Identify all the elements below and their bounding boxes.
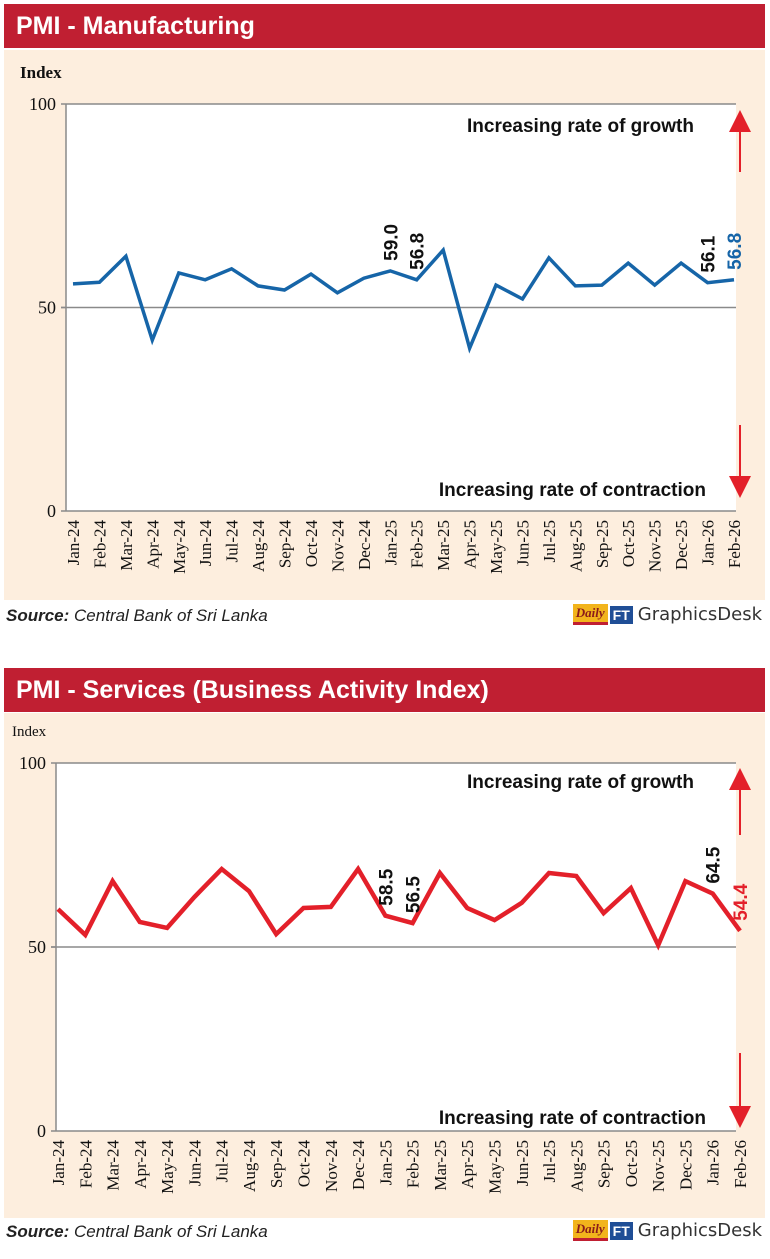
- x-tick-label: Jun-25: [513, 1140, 532, 1186]
- x-tick-label: Jul-24: [223, 520, 242, 563]
- source-label: Source:: [6, 1222, 70, 1241]
- series-line: [72, 246, 735, 354]
- x-tick-label: Jan-25: [376, 1140, 395, 1185]
- x-tick-label: Dec-25: [676, 1140, 695, 1190]
- x-tick-label: Jan-25: [381, 520, 400, 565]
- x-tick-label: Oct-25: [619, 520, 638, 567]
- x-tick-label: Nov-25: [649, 1140, 668, 1192]
- x-tick-label: May-25: [487, 520, 506, 574]
- x-tick-label: Aug-25: [567, 1140, 586, 1192]
- x-tick-label: Jul-25: [540, 1140, 559, 1183]
- x-tick-label: Jul-24: [213, 1140, 232, 1183]
- x-tick-label: Jan-26: [704, 1140, 723, 1185]
- x-tick-label: Sep-24: [276, 520, 295, 569]
- source-note-1: Source: Central Bank of Sri Lanka: [6, 606, 268, 626]
- y-axis-label: Index: [12, 724, 47, 740]
- y-tick-label: 100: [29, 94, 56, 114]
- x-tick-label: Jun-24: [196, 520, 215, 567]
- graphicsdesk-logo: Daily FT GraphicsDesk: [572, 1220, 762, 1241]
- arrow-down-icon: [729, 1106, 751, 1128]
- data-label: 59.0: [381, 224, 402, 261]
- x-tick-label: Apr-24: [131, 1140, 150, 1189]
- x-tick-label: Sep-25: [595, 1140, 614, 1188]
- data-label: 64.5: [704, 846, 725, 883]
- y-tick-label: 50: [28, 937, 46, 957]
- x-tick-label: Feb-24: [76, 1140, 95, 1189]
- y-tick-label: 100: [19, 753, 46, 773]
- x-tick-label: Jan-24: [49, 1140, 68, 1186]
- annotation-contraction: Increasing rate of contraction: [439, 1108, 706, 1129]
- x-tick-label: Apr-25: [461, 520, 480, 569]
- x-tick-label: Mar-24: [104, 1140, 123, 1191]
- source-text: Central Bank of Sri Lanka: [74, 606, 268, 625]
- x-tick-label: Nov-24: [322, 1140, 341, 1192]
- x-tick-label: Aug-24: [249, 520, 268, 572]
- data-label: 56.1: [699, 235, 720, 272]
- x-tick-label: Oct-24: [302, 520, 321, 568]
- x-tick-label: Apr-25: [458, 1140, 477, 1189]
- data-label: 56.5: [404, 876, 425, 913]
- annotation-contraction: Increasing rate of contraction: [439, 480, 706, 501]
- logo-daily: Daily: [572, 604, 608, 625]
- x-tick-label: Mar-25: [431, 1140, 450, 1191]
- annotation-growth: Increasing rate of growth: [467, 116, 694, 137]
- graphicsdesk-logo: Daily FT GraphicsDesk: [572, 604, 762, 625]
- logo-ft: FT: [609, 605, 633, 624]
- logo-text: GraphicsDesk: [637, 604, 762, 625]
- source-label: Source:: [6, 606, 70, 625]
- x-tick-label: Feb-26: [725, 520, 744, 568]
- logo-ft: FT: [609, 1221, 633, 1240]
- x-tick-label: Aug-24: [240, 1140, 259, 1192]
- x-tick-label: Feb-25: [404, 1140, 423, 1188]
- series-line: [56, 864, 742, 951]
- x-tick-label: Mar-25: [434, 520, 453, 571]
- x-tick-label: May-25: [485, 1140, 504, 1194]
- x-tick-label: Sep-24: [267, 1140, 286, 1189]
- arrow-down-icon: [729, 476, 751, 498]
- x-tick-label: Oct-24: [295, 1140, 314, 1188]
- y-axis-label: Index: [20, 63, 62, 82]
- x-tick-label: Aug-25: [566, 520, 585, 572]
- x-tick-label: Jul-25: [540, 520, 559, 563]
- x-tick-label: Apr-24: [143, 520, 162, 569]
- logo-text: GraphicsDesk: [637, 1220, 762, 1241]
- y-tick-label: 0: [37, 1121, 46, 1141]
- manufacturing-chart: Index 0 50 100 Jan-24 Feb-24 Mar-24 Apr-24 May-2…: [20, 63, 751, 574]
- x-tick-label: Sep-25: [593, 520, 612, 568]
- annotation-growth: Increasing rate of growth: [467, 772, 694, 793]
- chart-title-services: PMI - Services (Business Activity Index): [4, 668, 765, 712]
- x-tick-label: Nov-25: [646, 520, 665, 572]
- x-tick-label: Feb-24: [90, 520, 109, 569]
- x-tick-label: Feb-25: [408, 520, 427, 568]
- x-tick-label: Nov-24: [328, 520, 347, 572]
- arrow-up-icon: [729, 768, 751, 790]
- data-label: 56.8: [408, 233, 429, 270]
- y-tick-label: 50: [38, 298, 56, 318]
- data-label: 58.5: [376, 868, 397, 905]
- x-tick-label: Mar-24: [117, 520, 136, 571]
- x-tick-label: Dec-24: [355, 520, 374, 571]
- x-tick-label: Jun-25: [513, 520, 532, 566]
- x-tick-label: Dec-24: [349, 1140, 368, 1191]
- x-tick-label: Jun-24: [185, 1140, 204, 1187]
- x-tick-label: May-24: [170, 520, 189, 574]
- source-note-2: Source: Central Bank of Sri Lanka: [6, 1222, 268, 1242]
- logo-daily: Daily: [572, 1220, 608, 1241]
- chart-title-manufacturing: PMI - Manufacturing: [4, 4, 765, 48]
- source-text: Central Bank of Sri Lanka: [74, 1222, 268, 1241]
- x-tick-label: Oct-25: [622, 1140, 641, 1187]
- x-tick-label: Dec-25: [672, 520, 691, 570]
- data-label: 56.8: [725, 233, 746, 270]
- x-tick-label: Jan-26: [699, 520, 718, 565]
- x-tick-label: Feb-26: [731, 1140, 750, 1188]
- data-label: 54.4: [731, 883, 752, 920]
- x-tick-label: Jan-24: [64, 520, 83, 566]
- y-tick-label: 0: [47, 501, 56, 521]
- arrow-up-icon: [729, 110, 751, 132]
- x-tick-label: May-24: [158, 1140, 177, 1194]
